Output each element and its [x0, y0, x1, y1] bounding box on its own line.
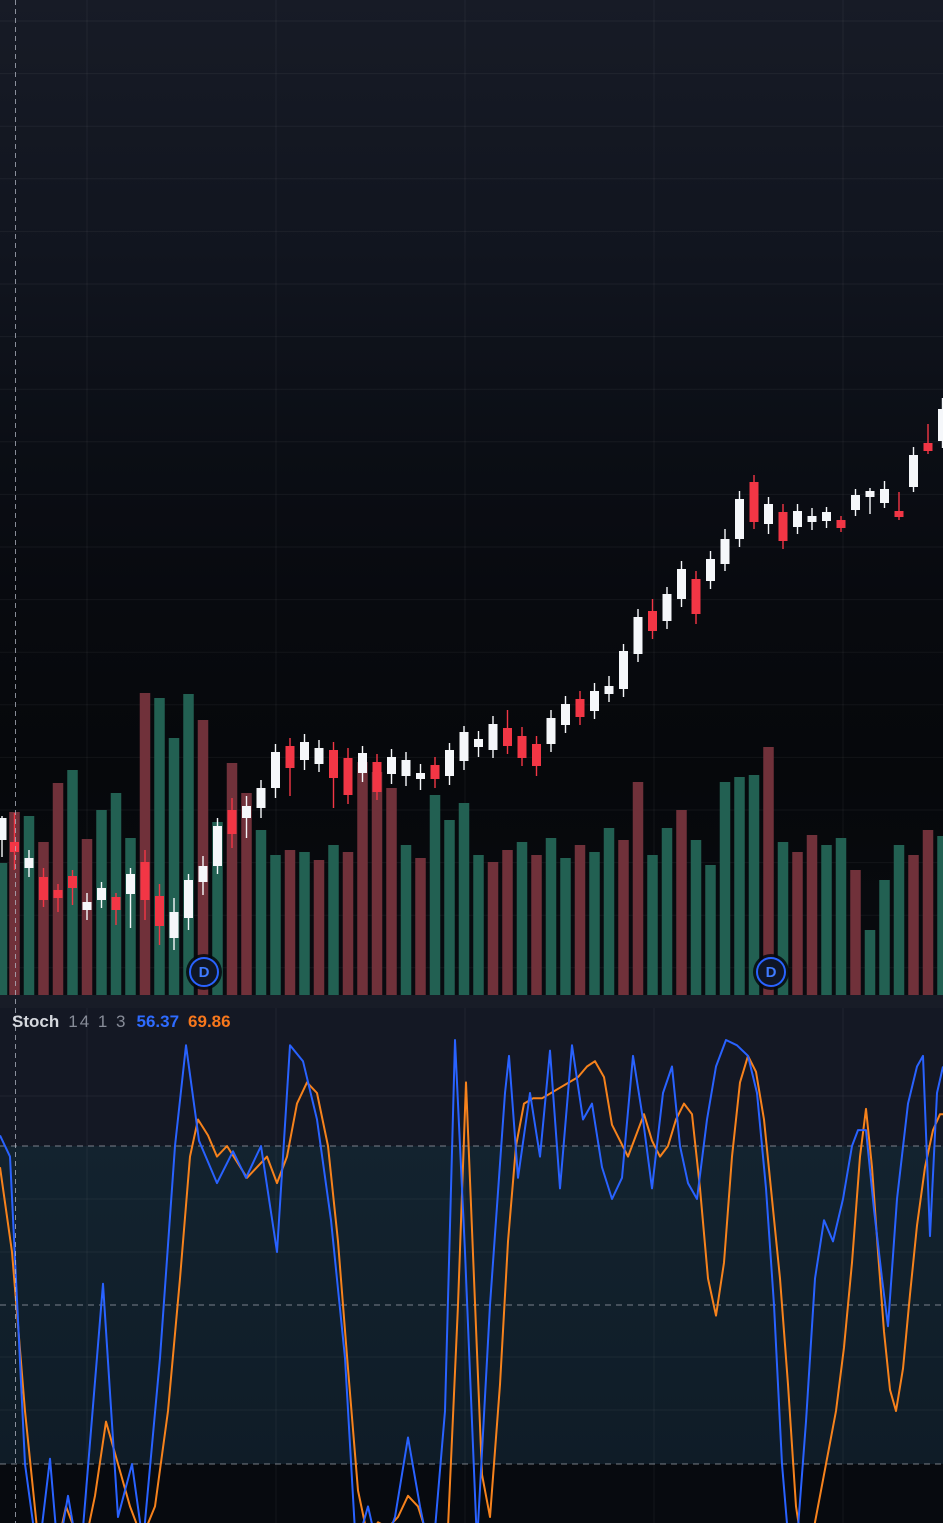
indicator-d-value: 69.86: [188, 1012, 231, 1031]
dividend-marker-badge[interactable]: D: [756, 957, 786, 987]
volume-bars: [0, 693, 943, 995]
indicator-legend[interactable]: Stoch 14 1 3 56.37 69.86: [12, 1012, 231, 1032]
candlestick-series: [0, 398, 943, 950]
indicator-k-value: 56.37: [136, 1012, 180, 1031]
stoch-k-line: [0, 1039, 943, 1523]
dividend-marker-badge[interactable]: D: [189, 957, 219, 987]
indicator-name: Stoch: [12, 1012, 60, 1031]
price-volume-chart[interactable]: [0, 0, 943, 995]
indicator-params: 14 1 3: [68, 1012, 128, 1031]
stoch-d-line: [0, 1054, 943, 1523]
dividend-marker-letter: D: [765, 963, 777, 981]
panel-divider[interactable]: [0, 995, 943, 1008]
stochastic-indicator-chart[interactable]: [0, 1008, 943, 1523]
crosshair-vertical-line: [15, 0, 16, 1523]
dividend-marker-letter: D: [198, 963, 210, 981]
